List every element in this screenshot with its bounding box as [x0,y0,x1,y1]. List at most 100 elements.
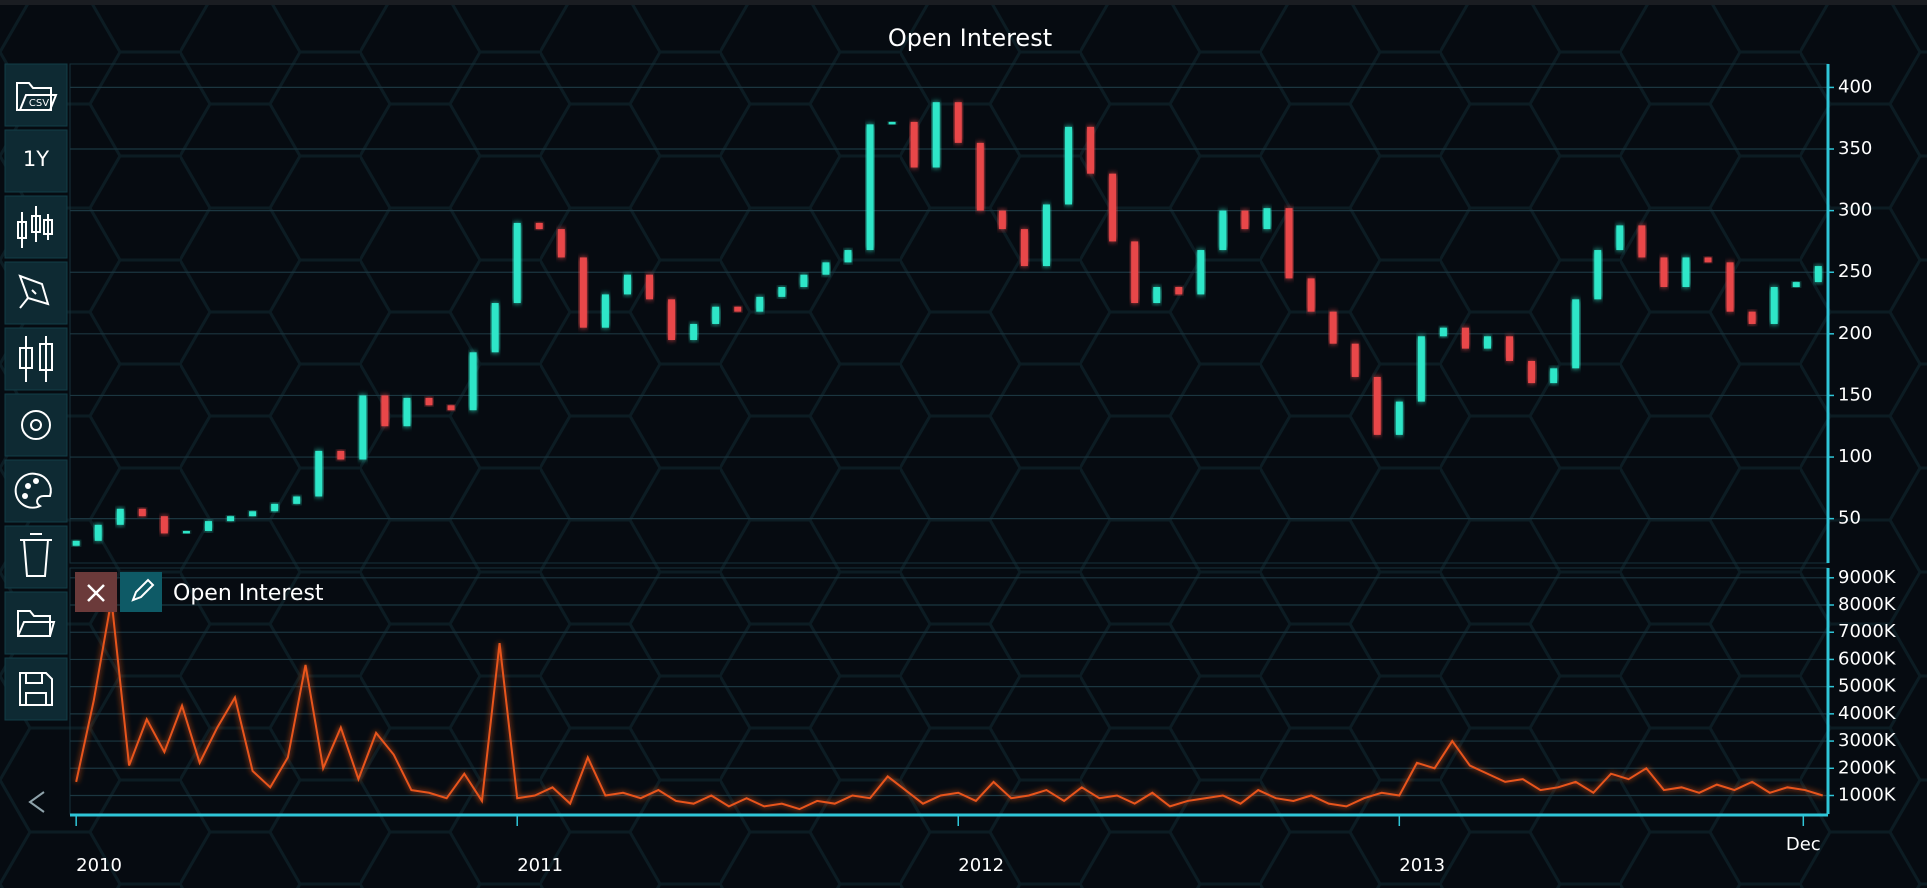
candle-body [491,303,499,353]
candle-body [94,524,102,541]
candle-body [910,121,918,168]
candle-body [734,306,742,312]
candle-body [1417,336,1425,402]
candle-body [1153,287,1161,304]
candle-body [1131,241,1139,304]
y-tick-label: 300 [1838,200,1872,221]
candle-body [756,296,764,312]
candle-body [1506,336,1514,361]
y-tick-label: 4000K [1838,703,1897,724]
candle-body [998,210,1006,230]
candle-body [1197,250,1205,295]
candle-body [182,530,190,534]
candle-body [1616,225,1624,251]
candle-body [822,262,830,275]
candle-body [469,352,477,411]
candle-body [1285,208,1293,279]
candle-body [1263,208,1271,230]
candle-body [116,508,124,525]
candle-body [1020,229,1028,267]
candle-body [778,287,786,297]
candle-body [271,503,279,512]
range-label: 1Y [23,147,49,171]
candle-body [557,229,565,258]
candle-body [1373,376,1381,435]
candle-body [359,395,367,460]
candle-body [1638,225,1646,258]
load-csv-button[interactable]: CSV [4,63,68,127]
candle-body [72,540,80,546]
candle-body [1770,287,1778,324]
toolbar: CSV 1Y [4,63,68,813]
candle-body [249,511,257,517]
candle-body [1065,126,1073,205]
candle-body [800,274,808,288]
candle-body [668,299,676,340]
x-tick-label: Dec [1786,834,1821,855]
y-tick-label: 1000K [1838,784,1897,805]
candle-body [1550,368,1558,384]
candle-body [932,102,940,168]
candle-body [690,323,698,340]
y-tick-label: 400 [1838,76,1872,97]
candle-body [315,450,323,497]
candle-body [425,397,433,406]
legend: Open Interest [75,572,324,612]
edit-icon [131,578,155,602]
y-tick-label: 50 [1838,508,1861,529]
chart-title: Open Interest [888,24,1052,52]
x-tick-label: 2010 [76,855,122,876]
edit-series-button[interactable] [120,572,162,612]
candle-body [1726,262,1734,312]
candle-body [1241,210,1249,230]
y-tick-label: 350 [1838,138,1872,159]
chart-type-button[interactable] [4,195,68,259]
draw-button[interactable] [4,261,68,325]
candle-body [712,306,720,324]
range-button[interactable]: 1Y [4,129,68,193]
theme-button[interactable] [4,459,68,523]
candle-body [1572,299,1580,369]
candle-body [447,405,455,411]
settings-button[interactable] [4,393,68,457]
candle-body [513,222,521,304]
candle-body [1682,257,1690,288]
candle-body [138,508,146,517]
y-tick-label: 2000K [1838,757,1897,778]
candle-body [1704,257,1712,263]
delete-button[interactable] [4,525,68,589]
candle-body [646,274,654,300]
candle-body [1439,327,1447,337]
open-button[interactable] [4,591,68,655]
candle-body [1395,401,1403,435]
candle-body [337,450,345,460]
candle-body [1594,250,1602,300]
collapse-button[interactable] [28,791,45,813]
svg-text:CSV: CSV [29,98,49,109]
candle-body [1484,336,1492,349]
y-tick-label: 7000K [1838,621,1897,642]
save-button[interactable] [4,657,68,721]
x-tick-label: 2012 [958,855,1004,876]
candle-body [535,222,543,230]
y-tick-label: 8000K [1838,594,1897,615]
y-tick-label: 5000K [1838,676,1897,697]
y-tick-label: 3000K [1838,730,1897,751]
legend-label: Open Interest [173,581,324,606]
x-tick-label: 2011 [517,855,563,876]
candle-body [1109,173,1117,242]
remove-icon [87,584,105,602]
candle-body [623,274,631,295]
candle-body [1329,311,1337,344]
candle-body [1175,287,1183,295]
y-tick-label: 150 [1838,384,1872,405]
x-tick-label: 2013 [1399,855,1445,876]
candle-body [1792,282,1800,288]
indicator-button[interactable] [4,327,68,391]
candle-body [227,516,235,522]
candle-body [866,124,874,251]
candle-body [1461,327,1469,349]
